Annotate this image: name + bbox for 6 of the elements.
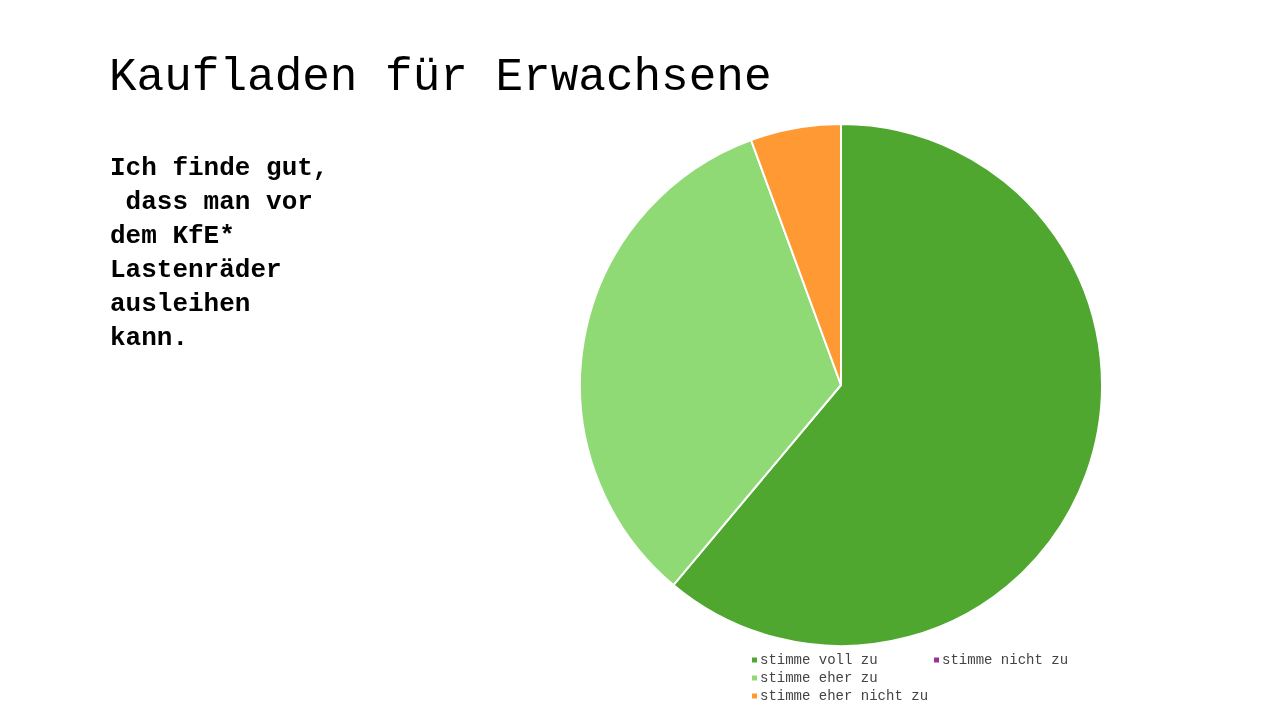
legend-label: stimme eher nicht zu [760, 688, 929, 704]
text: Ich finde gut, dass man vor dem KfE* Lastenräder ausleihen kann. [110, 153, 329, 353]
chart-title: Kaufladen für Erwachsene [109, 52, 772, 104]
legend-label: stimme voll zu [760, 652, 878, 668]
legend-label: stimme eher zu [760, 670, 878, 686]
legend-label: stimme nicht zu [942, 652, 1069, 668]
